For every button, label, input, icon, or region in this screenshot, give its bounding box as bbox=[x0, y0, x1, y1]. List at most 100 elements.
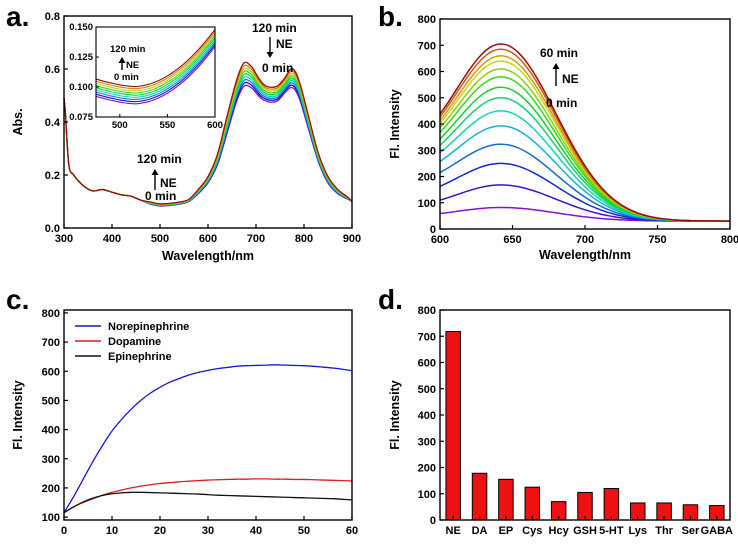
panel-a-inset-frame bbox=[95, 26, 216, 118]
panel-a-x-tick-label: 600 bbox=[199, 233, 217, 245]
panel-label-d: d. bbox=[378, 284, 403, 315]
panel-a-main-zero-label: 0 min bbox=[145, 189, 176, 203]
panel-a-inset-time-label: 120 min bbox=[110, 44, 146, 55]
panel-a-main-arrow-label: NE bbox=[160, 176, 177, 190]
panel-d-bar bbox=[524, 486, 541, 521]
panel-c-x-tick-label: 0 bbox=[61, 525, 67, 537]
panel-b-x-tick-label: 800 bbox=[721, 234, 738, 246]
panel-c-legend-label: Norepinephrine bbox=[108, 321, 189, 333]
panel-c-y-tick-label: 600 bbox=[42, 366, 60, 378]
panel-a-y-tick-label: 0.2 bbox=[45, 170, 60, 182]
panel-a-inset-series-line bbox=[95, 41, 216, 101]
panel-a-inset-y-tick-label: 0.125 bbox=[69, 52, 93, 63]
panel-d-y-axis-label: Fl. Intensity bbox=[388, 380, 402, 450]
panel-b-series-line bbox=[439, 86, 731, 222]
panel-c-x-tick-label: 50 bbox=[298, 525, 310, 537]
panel-d: d. NE DA EP Cys Hcy GSH 5-HT Lys Thr Ser GABA 0 100 2… bbox=[378, 284, 733, 537]
panel-b-x-tick-label: 700 bbox=[576, 234, 594, 246]
panel-c: c. 0 10 20 30 40 50 60 100 200 300 400 500 600 700 800… bbox=[6, 284, 358, 537]
panel-d-y-tick-label: 800 bbox=[418, 305, 436, 317]
panel-b-series-line bbox=[439, 48, 731, 222]
panel-b-series-line bbox=[439, 68, 731, 222]
panel-c-x-tick-label: 20 bbox=[154, 525, 166, 537]
panel-a-y-tick-label: 0.6 bbox=[45, 64, 60, 76]
panel-b-y-tick-label: 300 bbox=[418, 145, 436, 157]
panel-b-x-axis-label: Wavelength/nm bbox=[539, 248, 631, 262]
panel-d-bar bbox=[471, 472, 488, 521]
panel-a-x-axis-label: Wavelength/nm bbox=[162, 249, 254, 263]
panel-d-category-label: 5-HT bbox=[599, 525, 624, 537]
panel-a-main-arrow-head bbox=[151, 169, 159, 175]
panel-d-y-tick-label: 600 bbox=[418, 358, 436, 370]
panel-a-x-tick-label: 700 bbox=[247, 233, 265, 245]
panel-d-y-tick-label: 100 bbox=[418, 489, 436, 501]
panel-d-category-label: Hcy bbox=[549, 525, 570, 537]
panel-a-x-tick-label: 300 bbox=[55, 233, 73, 245]
panel-a-inset-arrow-label: NE bbox=[126, 60, 139, 71]
panel-b-arrow-label: NE bbox=[562, 72, 579, 86]
panel-b-y-tick-label: 400 bbox=[418, 119, 436, 131]
panel-b-y-tick-label: 700 bbox=[418, 40, 436, 52]
panel-a-inset-y-tick-label: 0.075 bbox=[69, 112, 93, 123]
panel-a-inset-series-line bbox=[95, 37, 216, 96]
panel-d-category-label: Cys bbox=[522, 525, 542, 537]
panel-d-category-label: EP bbox=[499, 525, 514, 537]
panel-b-series-line bbox=[439, 76, 731, 222]
panel-label-b: b. bbox=[378, 1, 403, 32]
panel-a: a. 300 400 500 600 700 800 900 0.0 0.2 0.4 0.6 0.8 W… bbox=[6, 1, 361, 263]
panel-a-inset-series-line bbox=[95, 46, 216, 105]
panel-d-category-label: Ser bbox=[682, 525, 700, 537]
panel-a-peak-zero-label: 0 min bbox=[262, 61, 293, 75]
panel-a-x-tick-label: 400 bbox=[103, 233, 121, 245]
panel-a-y-tick-label: 0.4 bbox=[45, 117, 61, 129]
panel-d-category-label: Thr bbox=[655, 525, 673, 537]
panel-c-y-tick-label: 700 bbox=[42, 337, 60, 349]
panel-d-category-label: DA bbox=[472, 525, 488, 537]
panel-c-series-line-3 bbox=[63, 491, 353, 514]
panel-c-y-tick-label: 200 bbox=[42, 483, 60, 495]
panel-c-x-tick-label: 30 bbox=[202, 525, 214, 537]
panel-a-inset-x-tick-label: 550 bbox=[159, 120, 175, 131]
panel-d-y-tick-label: 700 bbox=[418, 331, 436, 343]
panel-label-c: c. bbox=[6, 284, 29, 315]
panel-a-inset-series-line bbox=[95, 33, 216, 92]
panel-c-x-tick-label: 60 bbox=[346, 525, 358, 537]
panel-label-a: a. bbox=[6, 1, 29, 32]
panel-b-y-tick-label: 0 bbox=[430, 224, 436, 236]
panel-c-legend-label: Dopamine bbox=[108, 336, 161, 348]
panel-c-x-tick-label: 10 bbox=[106, 525, 118, 537]
panel-a-inset-series-line bbox=[95, 28, 216, 88]
panel-d-bar bbox=[445, 331, 461, 521]
panel-d-bar bbox=[603, 488, 620, 521]
panel-d-category-label: Lys bbox=[628, 525, 647, 537]
panel-d-category-label: GSH bbox=[573, 525, 597, 537]
panel-a-inset-y-tick-label: 0.150 bbox=[69, 22, 93, 33]
panel-d-category-label: NE bbox=[446, 525, 461, 537]
panel-d-bar bbox=[498, 478, 514, 521]
panel-b-zero-label: 0 min bbox=[546, 96, 577, 110]
panel-b-x-tick-label: 750 bbox=[648, 234, 666, 246]
panel-a-y-axis-label: Abs. bbox=[11, 108, 25, 135]
panel-c-y-tick-label: 500 bbox=[42, 395, 60, 407]
panel-a-y-tick-label: 0.0 bbox=[45, 223, 60, 235]
panel-a-inset-series-line bbox=[95, 44, 216, 103]
panel-c-legend-label: Epinephrine bbox=[108, 351, 172, 363]
panel-b-y-tick-label: 800 bbox=[418, 14, 436, 26]
panel-a-inset-series-line bbox=[95, 39, 216, 98]
panel-d-y-tick-label: 400 bbox=[418, 410, 436, 422]
panel-a-series-line bbox=[63, 61, 353, 205]
panel-a-inset-x-tick-label: 600 bbox=[207, 120, 223, 131]
panel-b-time-label: 60 min bbox=[540, 46, 578, 60]
panel-a-x-tick-label: 800 bbox=[295, 233, 313, 245]
panel-a-inset-series-line bbox=[95, 31, 216, 90]
panel-c-y-tick-label: 300 bbox=[42, 454, 60, 466]
panel-a-inset-zero-label: 0 min bbox=[114, 72, 139, 83]
panel-b-arrow-head bbox=[552, 63, 560, 69]
panel-d-y-tick-label: 500 bbox=[418, 384, 436, 396]
panel-c-series-line-2 bbox=[63, 478, 353, 514]
panel-a-peak-arrow-head bbox=[266, 52, 274, 58]
panel-c-x-tick-label: 40 bbox=[250, 525, 262, 537]
panel-a-x-tick-label: 500 bbox=[151, 233, 169, 245]
panel-d-y-tick-label: 300 bbox=[418, 436, 436, 448]
